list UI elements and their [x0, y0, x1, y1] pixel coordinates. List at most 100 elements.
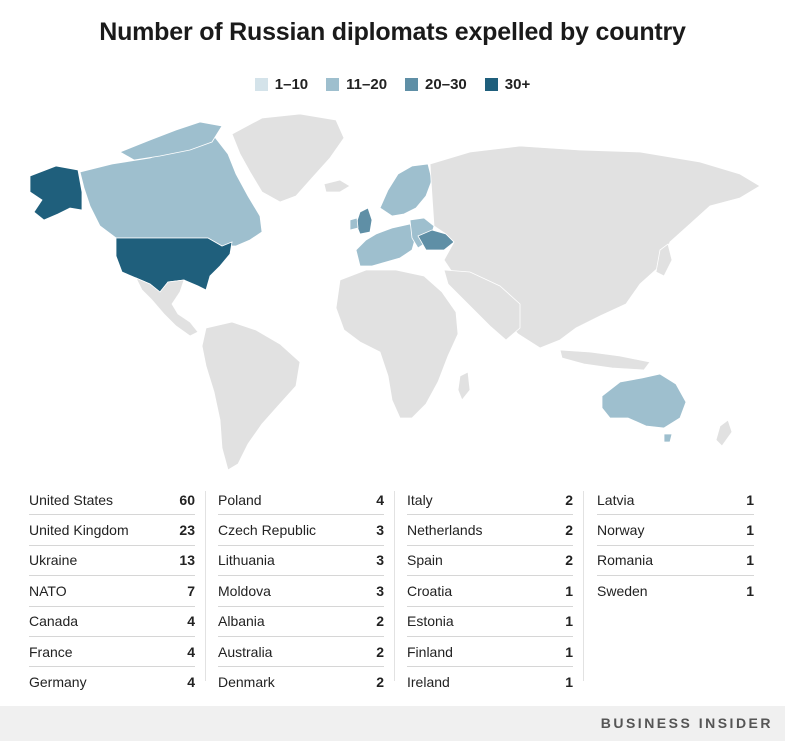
table-row: Finland 1 [407, 637, 573, 668]
russia-asia [429, 145, 761, 349]
legend-label: 20–30 [425, 76, 467, 93]
expelled-count: 1 [565, 613, 573, 630]
expelled-count: 1 [746, 582, 754, 599]
country-name: Ireland [407, 674, 450, 691]
ireland [349, 217, 359, 231]
table-row: Italy 2 [407, 485, 573, 516]
canada-islands [119, 121, 223, 161]
brand-logo: BUSINESS INSIDER [600, 715, 773, 731]
legend-item-20-30: 20–30 [405, 76, 467, 93]
country-name: Poland [218, 491, 262, 508]
column-divider [583, 491, 584, 681]
legend-swatch [484, 78, 498, 91]
expelled-count: 1 [746, 552, 754, 569]
expelled-count: 2 [376, 674, 384, 691]
expelled-count: 3 [376, 582, 384, 599]
legend-item-1-10: 1–10 [254, 76, 309, 93]
country-name: Romania [597, 552, 654, 569]
table-column-4: Latvia 1 Norway 1 Romania 1 Sweden 1 [597, 485, 754, 606]
country-name: Netherlands [407, 522, 483, 539]
legend-swatch [405, 78, 419, 91]
country-name: Finland [407, 643, 453, 660]
country-name: Sweden [597, 582, 648, 599]
table-column-3: Italy 2 Netherlands 2 Spain 2 Croatia 1 Esto… [407, 485, 573, 697]
country-name: Italy [407, 491, 433, 508]
expelled-count: 2 [565, 522, 573, 539]
south-america [201, 321, 301, 471]
legend-swatch [254, 78, 268, 91]
united-kingdom [355, 207, 373, 235]
table-row: Ukraine 13 [29, 546, 195, 577]
table-row: Norway 1 [597, 515, 754, 546]
table-row: Moldova 3 [218, 576, 384, 607]
legend: 1–10 11–20 20–30 30+ [0, 76, 785, 93]
expelled-count: 4 [187, 643, 195, 660]
expelled-count: 1 [565, 674, 573, 691]
country-name: Norway [597, 522, 645, 539]
country-name: Germany [29, 674, 87, 691]
country-name: Spain [407, 552, 443, 569]
expelled-count: 13 [179, 552, 195, 569]
expelled-count: 2 [376, 613, 384, 630]
europe-west [355, 223, 417, 267]
table-row: United Kingdom 23 [29, 515, 195, 546]
country-name: Denmark [218, 674, 275, 691]
table-row: United States 60 [29, 485, 195, 516]
tasmania [663, 433, 673, 443]
country-name: Australia [218, 643, 273, 660]
table-row: Ireland 1 [407, 667, 573, 696]
expelled-count: 60 [179, 491, 195, 508]
expelled-count: 1 [565, 582, 573, 599]
table-row: Romania 1 [597, 546, 754, 577]
footer: BUSINESS INSIDER [0, 706, 785, 741]
expelled-count: 3 [376, 552, 384, 569]
middle-east [443, 269, 521, 341]
country-name: Estonia [407, 613, 454, 630]
column-divider [205, 491, 206, 681]
table-row: Germany 4 [29, 667, 195, 696]
expelled-count: 4 [187, 674, 195, 691]
expelled-count: 7 [187, 582, 195, 599]
expelled-count: 4 [376, 491, 384, 508]
country-name: United States [29, 491, 114, 508]
table-row: France 4 [29, 637, 195, 668]
table-row: Latvia 1 [597, 485, 754, 516]
expelled-count: 1 [565, 643, 573, 660]
alaska [29, 165, 83, 221]
table-row: Poland 4 [218, 485, 384, 516]
table-column-2: Poland 4 Czech Republic 3 Lithuania 3 Moldo… [218, 485, 384, 697]
table-row: NATO 7 [29, 576, 195, 607]
madagascar [457, 371, 471, 401]
world-map [29, 113, 761, 471]
chart-title: Number of Russian diplomats expelled by … [99, 18, 686, 46]
country-table: United States 60 United Kingdom 23 Ukraine… [0, 485, 785, 690]
country-name: Croatia [407, 582, 453, 599]
table-row: Czech Republic 3 [218, 515, 384, 546]
country-name: NATO [29, 582, 67, 599]
table-column-1: United States 60 United Kingdom 23 Ukraine… [29, 485, 195, 697]
legend-item-30-plus: 30+ [484, 76, 531, 93]
indonesia [559, 349, 651, 371]
table-row: Sweden 1 [597, 576, 754, 605]
country-name: Ukraine [29, 552, 78, 569]
table-row: Spain 2 [407, 546, 573, 577]
new-zealand [715, 419, 733, 447]
column-divider [394, 491, 395, 681]
iceland [323, 179, 351, 193]
legend-label: 30+ [504, 76, 531, 93]
country-name: Canada [29, 613, 79, 630]
legend-item-11-20: 11–20 [326, 76, 387, 93]
expelled-count: 2 [565, 491, 573, 508]
expelled-count: 4 [187, 613, 195, 630]
country-name: Moldova [218, 582, 271, 599]
table-row: Estonia 1 [407, 607, 573, 637]
table-row: Canada 4 [29, 607, 195, 637]
expelled-count: 1 [746, 522, 754, 539]
greenland [231, 113, 345, 203]
expelled-count: 2 [376, 643, 384, 660]
country-name: Albania [218, 613, 265, 630]
table-row: Albania 2 [218, 607, 384, 637]
legend-label: 1–10 [274, 76, 309, 93]
country-name: Czech Republic [218, 522, 317, 539]
legend-swatch [326, 78, 340, 91]
